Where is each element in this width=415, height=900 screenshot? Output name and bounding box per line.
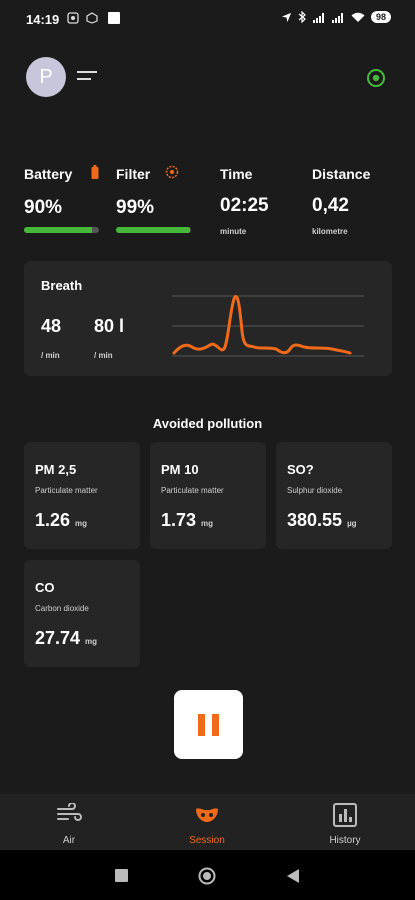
mask-icon xyxy=(196,808,218,822)
pollution-value-row: 1.26 mg xyxy=(35,510,87,531)
battery-bar xyxy=(24,227,99,233)
filter-value: 99% xyxy=(116,197,155,218)
pollution-card-so2: SO? Sulphur dioxide 380.55 µg xyxy=(276,442,392,549)
target-icon[interactable] xyxy=(366,68,386,88)
pollution-value: 380.55 xyxy=(287,510,343,530)
breath-title: Breath xyxy=(41,278,83,293)
battery-label: Battery xyxy=(24,166,73,182)
pollution-desc: Carbon dioxide xyxy=(35,604,89,613)
nav-air[interactable]: Air xyxy=(0,794,138,850)
filter-bar xyxy=(116,227,191,233)
pause-icon-bar xyxy=(212,714,219,736)
back-icon[interactable] xyxy=(286,868,300,884)
breath-rate-unit: / min xyxy=(41,351,60,360)
status-bar: 14:19 98 xyxy=(0,0,415,40)
distance-value: 0,42 xyxy=(312,195,349,216)
breath-chart xyxy=(172,295,364,357)
nav-session[interactable]: Session xyxy=(138,794,276,850)
pollution-desc: Sulphur dioxide xyxy=(287,486,343,495)
breath-line xyxy=(172,295,352,355)
home-icon[interactable] xyxy=(198,867,216,885)
recents-icon[interactable] xyxy=(115,869,128,882)
pollution-name: PM 10 xyxy=(161,462,199,477)
nav-history[interactable]: History xyxy=(276,794,414,850)
nav-history-label: History xyxy=(329,835,361,846)
breath-volume-value: 80 l xyxy=(94,316,125,336)
pause-icon xyxy=(198,714,205,736)
time-label: Time xyxy=(220,166,253,182)
battery-value: 90% xyxy=(24,197,63,218)
filter-bar-fill xyxy=(116,227,191,233)
notification-icon xyxy=(67,12,79,24)
breath-card: Breath 48 / min 80 l / min xyxy=(24,261,392,376)
status-time: 14:19 xyxy=(26,12,60,27)
filter-gear-icon xyxy=(165,165,179,179)
nav-air-label: Air xyxy=(62,835,76,846)
pollution-value: 27.74 xyxy=(35,628,81,648)
pollution-card-co: CO Carbon dioxide 27.74 mg xyxy=(24,560,140,667)
square-icon xyxy=(108,12,120,24)
pause-button[interactable] xyxy=(174,690,243,759)
signal-icon xyxy=(331,12,343,23)
pollution-name: SO? xyxy=(287,462,314,477)
app-icon xyxy=(86,12,98,24)
system-nav-bar xyxy=(0,850,415,900)
status-icons: 98 xyxy=(281,11,391,23)
signal-icon xyxy=(312,12,324,23)
distance-label: Distance xyxy=(312,166,371,182)
pollution-name: PM 2,5 xyxy=(35,462,77,477)
battery-warning-icon xyxy=(91,165,99,179)
avatar[interactable]: P xyxy=(26,57,66,97)
location-icon xyxy=(281,12,292,22)
battery-indicator: 98 xyxy=(370,11,391,23)
wind-icon xyxy=(57,803,82,821)
distance-unit: kilometre xyxy=(312,227,348,236)
battery-bar-fill xyxy=(24,227,92,233)
pollution-title: Avoided pollution xyxy=(152,416,263,431)
bottom-nav: Air Session History xyxy=(0,794,415,850)
pollution-value-row: 1.73 mg xyxy=(161,510,213,531)
pollution-value: 1.73 xyxy=(161,510,197,530)
filter-label: Filter xyxy=(116,166,151,182)
pollution-desc: Particulate matter xyxy=(161,486,224,495)
breath-rate-value: 48 xyxy=(41,316,62,336)
nav-session-label: Session xyxy=(189,835,225,846)
menu-icon[interactable] xyxy=(77,70,97,84)
wifi-icon xyxy=(351,12,365,22)
pollution-unit: µg xyxy=(347,519,357,528)
pollution-unit: mg xyxy=(201,519,214,528)
pollution-card-pm25: PM 2,5 Particulate matter 1.26 mg xyxy=(24,442,140,549)
time-unit: minute xyxy=(220,227,247,236)
pollution-unit: mg xyxy=(75,519,88,528)
pollution-value-row: 27.74 mg xyxy=(35,628,97,649)
pollution-value: 1.26 xyxy=(35,510,71,530)
pollution-value-row: 380.55 µg xyxy=(287,510,357,531)
pollution-card-pm10: PM 10 Particulate matter 1.73 mg xyxy=(150,442,266,549)
pollution-unit: mg xyxy=(85,637,98,646)
breath-volume-unit: / min xyxy=(94,351,113,360)
bluetooth-icon xyxy=(298,11,306,23)
history-chart-icon xyxy=(333,803,357,827)
pollution-name: CO xyxy=(35,580,55,595)
time-value: 02:25 xyxy=(220,195,269,216)
pollution-desc: Particulate matter xyxy=(35,486,98,495)
